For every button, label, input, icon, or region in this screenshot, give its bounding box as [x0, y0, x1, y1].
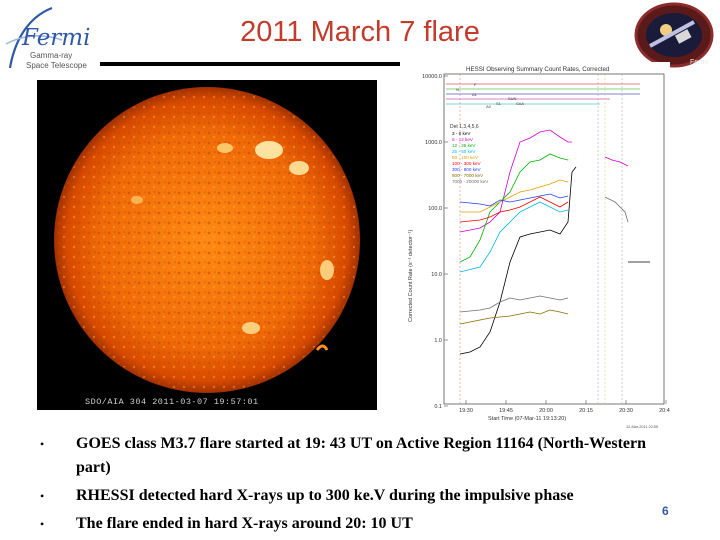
rhessi-plot-frame: [443, 73, 665, 405]
y-tick-label: 1000.0: [425, 140, 442, 146]
light-curve: [459, 309, 569, 325]
slide-title: 2011 March 7 flare: [240, 16, 480, 48]
rhessi-state-bars: [446, 83, 640, 105]
state-label: N: [456, 87, 459, 92]
rhessi-y-axis-label: Corrected Count Rate (s⁻¹ detector⁻¹): [408, 230, 414, 322]
fermi-subtitle-line1: Gamma-ray: [30, 51, 72, 60]
state-label: F: [474, 82, 477, 87]
title-underline: [100, 62, 400, 66]
bullet-glyph: •: [40, 517, 45, 531]
light-curve: [604, 196, 629, 223]
rhessi-y-axis: 10000.0 1000.0 100.0 10.0 1.0 0.1: [422, 74, 448, 410]
rhessi-x-axis-label: Start Time (07-Mar-11 19:13:20): [488, 416, 566, 422]
light-curve: [459, 166, 577, 355]
x-tick-label: 19:45: [499, 408, 513, 414]
bullet-glyph: •: [40, 489, 45, 503]
rhessi-legend-header: Det 1,3,4,5,6: [450, 124, 479, 130]
legend-entry: 12 - 25 keV: [452, 143, 476, 148]
rhessi-count-rate-plot: HESSI Observing Summary Count Rates, Cor…: [400, 62, 673, 430]
state-label: S1: [496, 101, 502, 106]
legend-entry: 7000 - 20000 keV: [452, 179, 489, 184]
bullet-text: RHESSI detected hard X-rays up to 300 ke…: [76, 487, 574, 504]
x-tick-label: 20:15: [579, 408, 593, 414]
bullet-item: • GOES class M3.7 flare started at 19: 43…: [40, 432, 670, 480]
state-label: A1: [472, 92, 478, 97]
bullet-item: • The flare ended in hard X-rays around 2…: [40, 512, 670, 536]
fermi-subtitle-line2: Space Telescope: [26, 61, 87, 70]
patch-wordmark: Fermi: [690, 59, 708, 66]
sun-image: SDO/AIA 304 2011-03-07 19:57:01: [37, 80, 377, 410]
bullet-item: • RHESSI detected hard X-rays up to 300 k…: [40, 484, 670, 508]
light-curve: [459, 193, 569, 207]
sun-image-caption: SDO/AIA 304 2011-03-07 19:57:01: [85, 397, 259, 407]
bullet-text: GOES class M3.7 flare started at 19: 43 …: [76, 435, 647, 476]
state-label: SUN: [508, 96, 517, 101]
rhessi-state-labels: F N A1 SUN S1 SAA A0: [456, 82, 524, 109]
x-tick-label: 20:30: [619, 408, 633, 414]
y-tick-label: 0.1: [434, 404, 442, 410]
legend-entry: 50 - 100 keV: [452, 155, 479, 160]
light-curve: [459, 153, 569, 263]
legend-entry: 300 - 800 keV: [452, 167, 482, 172]
light-curve: [460, 179, 569, 213]
fermi-logo: Fermi Gamma-ray Space Telescope: [4, 4, 100, 76]
light-curve: [459, 201, 569, 273]
rhessi-x-axis: 19:30 19:45 20:00 20:15 20:30 20:45: [459, 400, 673, 414]
rhessi-curves: [459, 129, 650, 355]
rhessi-footnote: 12-Mar-2011 20:55: [626, 425, 658, 429]
bullet-text: The flare ended in hard X-rays around 20…: [76, 515, 413, 532]
state-label: A0: [486, 104, 492, 109]
light-curve: [459, 295, 569, 313]
legend-entry: 6 - 12 keV: [452, 137, 474, 142]
light-curve: [459, 129, 572, 233]
fermi-wordmark: Fermi: [21, 25, 90, 51]
x-tick-label: 19:30: [459, 408, 473, 414]
fermi-mission-patch: Fermi: [630, 2, 718, 74]
bullet-list: • GOES class M3.7 flare started at 19: 43…: [40, 432, 670, 540]
light-curve: [459, 196, 569, 223]
x-tick-label: 20:00: [539, 408, 553, 414]
state-label: SAA: [516, 101, 524, 106]
page-number: 6: [662, 504, 669, 518]
light-curve: [604, 156, 629, 167]
legend-entry: 100 - 300 keV: [452, 161, 482, 166]
y-tick-label: 10.0: [431, 272, 442, 278]
x-tick-label: 20:45: [659, 408, 670, 414]
rhessi-plot-title: HESSI Observing Summary Count Rates, Cor…: [466, 66, 610, 73]
y-tick-label: 100.0: [428, 206, 442, 212]
legend-entry: 3 - 6 keV: [452, 131, 471, 136]
legend-entry: 25 - 50 keV: [452, 149, 476, 154]
bullet-glyph: •: [40, 437, 45, 451]
y-tick-label: 10000.0: [422, 74, 442, 80]
legend-entry: 800 - 7000 keV: [452, 173, 484, 178]
y-tick-label: 1.0: [434, 338, 442, 344]
